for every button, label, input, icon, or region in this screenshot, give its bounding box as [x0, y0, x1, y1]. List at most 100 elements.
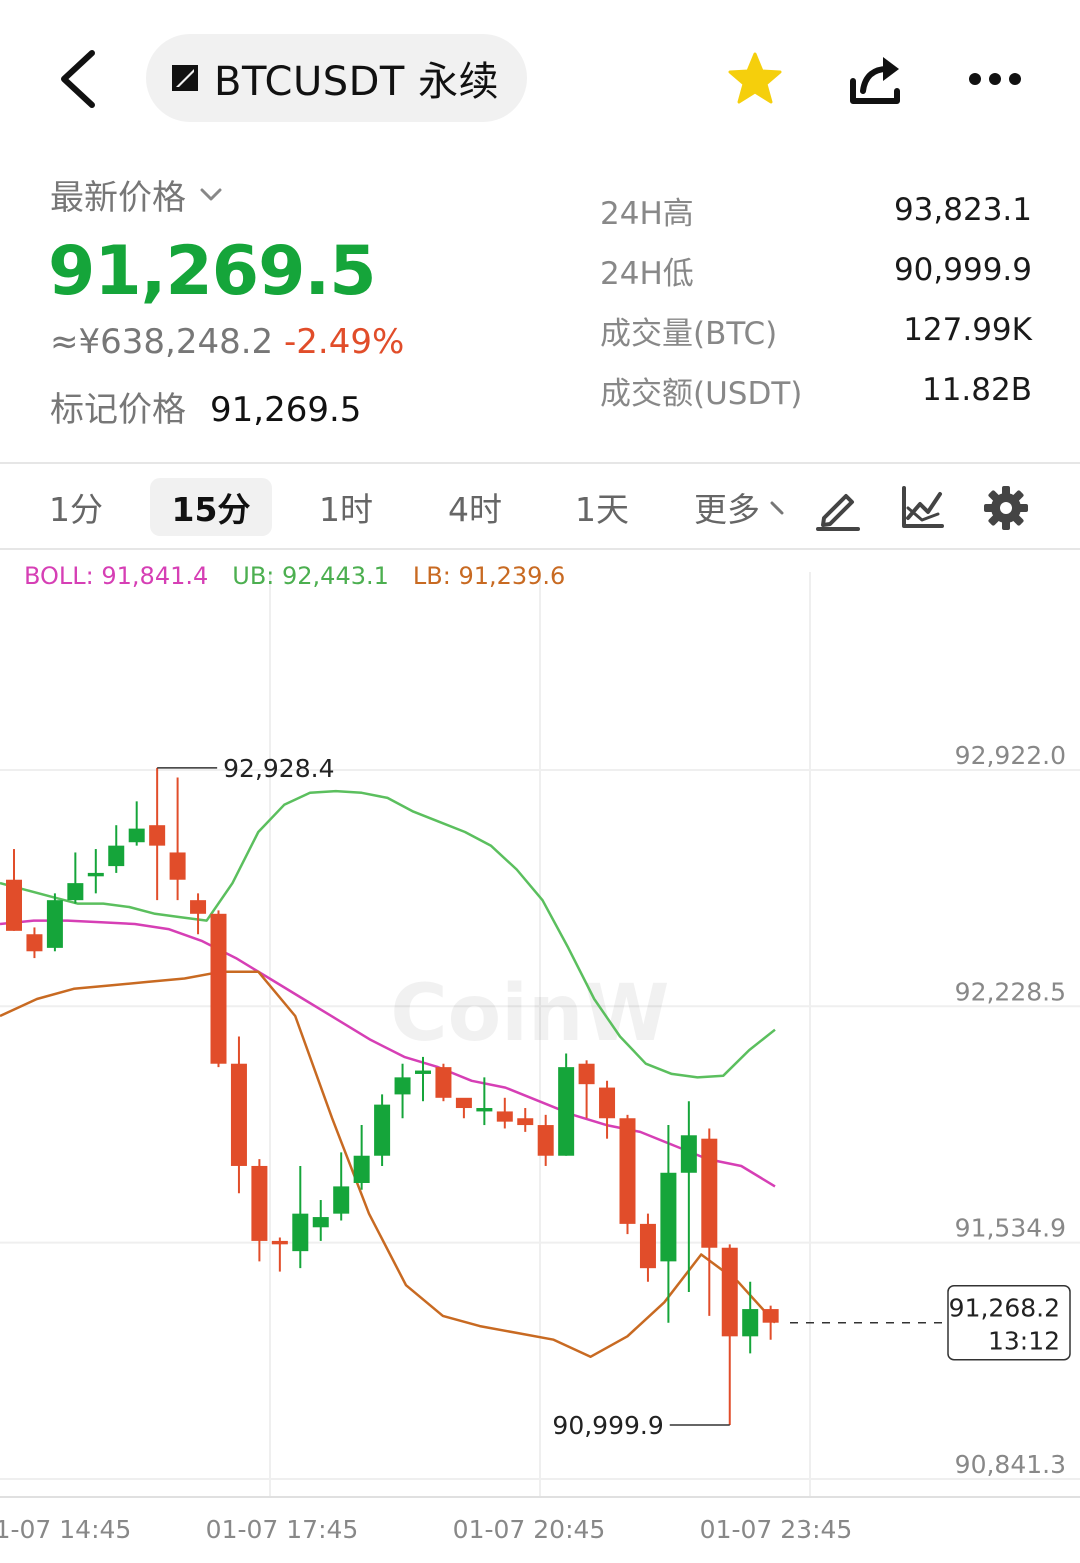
share-icon: [850, 57, 900, 104]
boll-upper-line: [0, 789, 776, 1079]
tab-4h[interactable]: 4时: [448, 490, 502, 529]
stat-24h-low: 24H低 90,999.9: [600, 240, 1032, 300]
mark-price-row: 标记价格 91,269.5: [50, 382, 361, 431]
candle-body: [517, 1118, 534, 1126]
chevron-down-icon: [200, 188, 222, 200]
switch-pair-icon: [172, 65, 198, 91]
chart-line-icon: [902, 486, 944, 528]
x-tick-label: 01-07 23:45: [700, 1515, 853, 1544]
tab-more[interactable]: 更多: [676, 478, 806, 536]
candle-body: [701, 1138, 718, 1248]
candle-body: [374, 1104, 391, 1156]
more-dots-icon: [969, 73, 1021, 85]
stat-key: 24H高: [600, 195, 694, 232]
candle-body: [619, 1118, 636, 1224]
candle-body: [455, 1097, 472, 1109]
candle-body: [210, 913, 227, 1064]
candle-body: [680, 1135, 697, 1173]
stat-turnover-usdt: 成交额(USDT) 11.82B: [600, 360, 1032, 420]
kline-chart[interactable]: BOLL: 91,841.4 UB: 92,443.1 LB: 91,239.6…: [0, 552, 1080, 1563]
indicator-button[interactable]: [894, 480, 950, 536]
stat-value: 127.99K: [903, 312, 1032, 348]
candle-body: [230, 1063, 247, 1166]
boll-mid-line: [0, 919, 776, 1188]
y-tick-label: 92,922.0: [955, 741, 1066, 770]
pair-name: BTCUSDT 永续: [214, 59, 500, 105]
cny-price: ≈¥638,248.2: [50, 322, 274, 362]
watermark-text: CoinW: [390, 969, 669, 1059]
y-tick-label: 91,534.9: [955, 1214, 1066, 1243]
tab-1h[interactable]: 1时: [319, 490, 373, 529]
price-type-selector[interactable]: 最新价格: [50, 170, 222, 219]
candle-body: [537, 1125, 554, 1156]
candle-body: [435, 1067, 452, 1098]
candle-body: [415, 1070, 431, 1074]
corner-triangle-icon: [770, 501, 784, 515]
last-price: 91,269.5: [48, 232, 377, 311]
high-annotation-label: 92,928.4: [223, 754, 334, 783]
share-button[interactable]: [840, 44, 910, 114]
boll-legend: BOLL: 91,841.4 UB: 92,443.1 LB: 91,239.6: [24, 562, 565, 590]
boll-ub-value: UB: 92,443.1: [232, 562, 389, 590]
candle-body: [476, 1108, 493, 1112]
stat-key: 成交额(USDT): [600, 375, 803, 412]
candle-body: [292, 1213, 309, 1252]
tab-15m[interactable]: 15分: [150, 478, 272, 536]
candle-body: [333, 1186, 350, 1214]
draw-tool-button[interactable]: [810, 480, 866, 536]
back-button[interactable]: [48, 44, 108, 114]
price-type-label: 最新价格: [50, 178, 186, 218]
pair-selector[interactable]: BTCUSDT 永续: [146, 34, 528, 122]
stat-value: 90,999.9: [893, 252, 1032, 288]
price-change: -2.49%: [283, 322, 405, 362]
candle-body: [149, 825, 166, 846]
y-tick-label: 92,228.5: [955, 977, 1066, 1006]
chevron-left-icon: [61, 50, 95, 108]
chart-settings-button[interactable]: [978, 480, 1034, 536]
candle-body: [558, 1067, 575, 1156]
candle-body: [251, 1165, 268, 1241]
mark-price: 91,269.5: [210, 390, 362, 430]
candle-body: [660, 1172, 677, 1262]
x-tick-label: 01-07 20:45: [453, 1515, 606, 1544]
candle-body: [742, 1309, 759, 1337]
candle-body: [26, 934, 43, 952]
stat-key: 24H低: [600, 255, 694, 292]
stats-panel: 24H高 93,823.1 24H低 90,999.9 成交量(BTC) 127…: [600, 180, 1032, 420]
candle-body: [67, 883, 84, 901]
low-annotation-label: 90,999.9: [552, 1411, 663, 1440]
candle-body: [496, 1111, 513, 1122]
stat-value: 11.82B: [921, 372, 1032, 408]
chart-canvas: CoinW 92,922.0 92,228.5 91,534.9 90,841.3 01-…: [0, 572, 1080, 1544]
tab-more-label: 更多: [694, 490, 760, 529]
countdown-label: 13:12: [988, 1327, 1060, 1356]
header-bar: BTCUSDT 永续: [0, 0, 1080, 150]
favorite-button[interactable]: [720, 44, 790, 114]
y-tick-label: 90,841.3: [955, 1450, 1066, 1479]
candle-body: [46, 900, 63, 948]
boll-lower-line: [0, 970, 776, 1359]
stat-value: 93,823.1: [893, 192, 1032, 228]
candle-body: [762, 1309, 779, 1323]
x-tick-label: 01-07 14:45: [0, 1515, 131, 1544]
more-options-button[interactable]: [960, 44, 1030, 114]
candle-body: [599, 1087, 616, 1119]
last-price-box: [947, 1284, 1071, 1361]
x-tick-label: 01-07 17:45: [206, 1515, 359, 1544]
stat-volume-btc: 成交量(BTC) 127.99K: [600, 300, 1032, 360]
candle-body: [312, 1217, 329, 1228]
tab-1d[interactable]: 1天: [575, 490, 629, 529]
candle-body: [353, 1155, 370, 1183]
last-price-label: 91,268.2: [949, 1294, 1060, 1323]
candle-body: [271, 1240, 288, 1245]
candle-body: [190, 900, 207, 914]
star-icon: [728, 52, 782, 104]
candle-body: [128, 828, 145, 843]
candle-body: [169, 852, 186, 880]
boll-value: BOLL: 91,841.4: [24, 562, 209, 590]
candle-body: [578, 1063, 595, 1085]
candle-body: [721, 1247, 738, 1337]
candle-body: [639, 1223, 656, 1269]
tab-1m[interactable]: 1分: [49, 490, 103, 529]
candle-body: [87, 872, 104, 877]
